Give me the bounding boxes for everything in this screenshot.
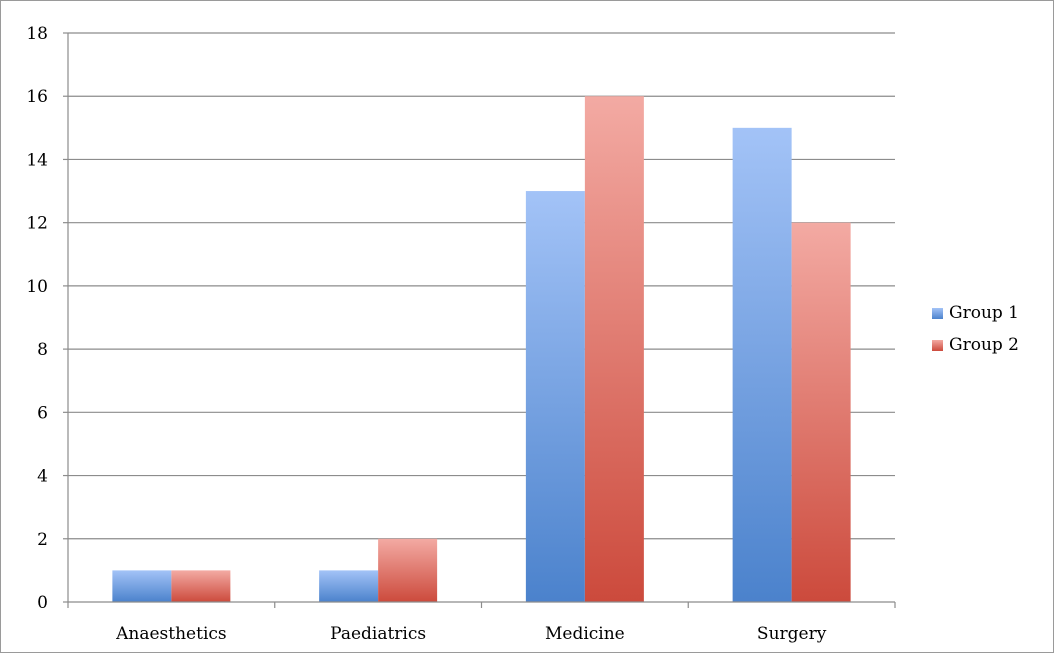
bar-group-1-medicine: [525, 191, 585, 603]
bar-group-2-anaesthetics: [171, 570, 231, 602]
y-tick-label: 16: [26, 87, 48, 107]
y-tick-labels: 0 2 4 6 8 10 12 14 16 18: [26, 24, 48, 613]
y-tick-label: 4: [37, 467, 48, 487]
y-tick-label: 0: [37, 593, 48, 613]
y-tick-label: 6: [37, 403, 48, 423]
x-category-labels: Anaesthetics Paediatrics Medicine Surgery: [115, 624, 827, 644]
legend: Group 1 Group 2: [932, 297, 1019, 361]
bar-group-1-surgery: [732, 127, 792, 602]
bar-group-2-surgery: [791, 222, 851, 602]
x-category-label: Paediatrics: [330, 624, 426, 644]
legend-label-group-1: Group 1: [949, 303, 1019, 323]
legend-item-group-2: Group 2: [932, 329, 1019, 361]
x-category-label: Medicine: [545, 624, 625, 644]
y-tick-label: 8: [37, 340, 48, 360]
y-tick-label: 14: [26, 150, 48, 170]
bar-group-1-paediatrics: [319, 570, 379, 602]
x-category-label: Surgery: [757, 624, 827, 644]
y-tick-label: 18: [26, 24, 48, 44]
bar-group-2-paediatrics: [378, 538, 438, 602]
legend-item-group-1: Group 1: [932, 297, 1019, 329]
y-tick-label: 10: [26, 277, 48, 297]
bars: [112, 96, 851, 603]
bar-group-2-medicine: [584, 96, 644, 602]
x-category-label: Anaesthetics: [115, 624, 227, 644]
y-tick-label: 12: [26, 214, 48, 234]
legend-swatch-group-2: [932, 339, 943, 351]
y-tick-label: 2: [37, 530, 48, 550]
bar-group-1-anaesthetics: [112, 570, 172, 602]
legend-label-group-2: Group 2: [949, 335, 1019, 355]
axes: [63, 32, 896, 608]
legend-swatch-group-1: [932, 307, 943, 319]
